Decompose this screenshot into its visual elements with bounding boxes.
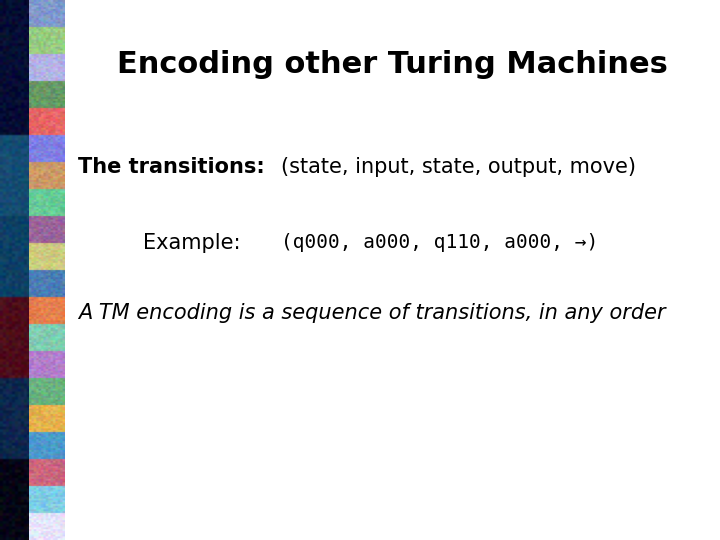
Text: (state, input, state, output, move): (state, input, state, output, move) [281,157,636,178]
Text: (q000, a000, q110, a000, →): (q000, a000, q110, a000, →) [281,233,598,253]
Text: The transitions:: The transitions: [78,157,265,178]
Text: A TM encoding is a sequence of transitions, in any order: A TM encoding is a sequence of transitio… [78,303,665,323]
Text: Encoding other Turing Machines: Encoding other Turing Machines [117,50,668,79]
Text: Example:: Example: [143,233,241,253]
